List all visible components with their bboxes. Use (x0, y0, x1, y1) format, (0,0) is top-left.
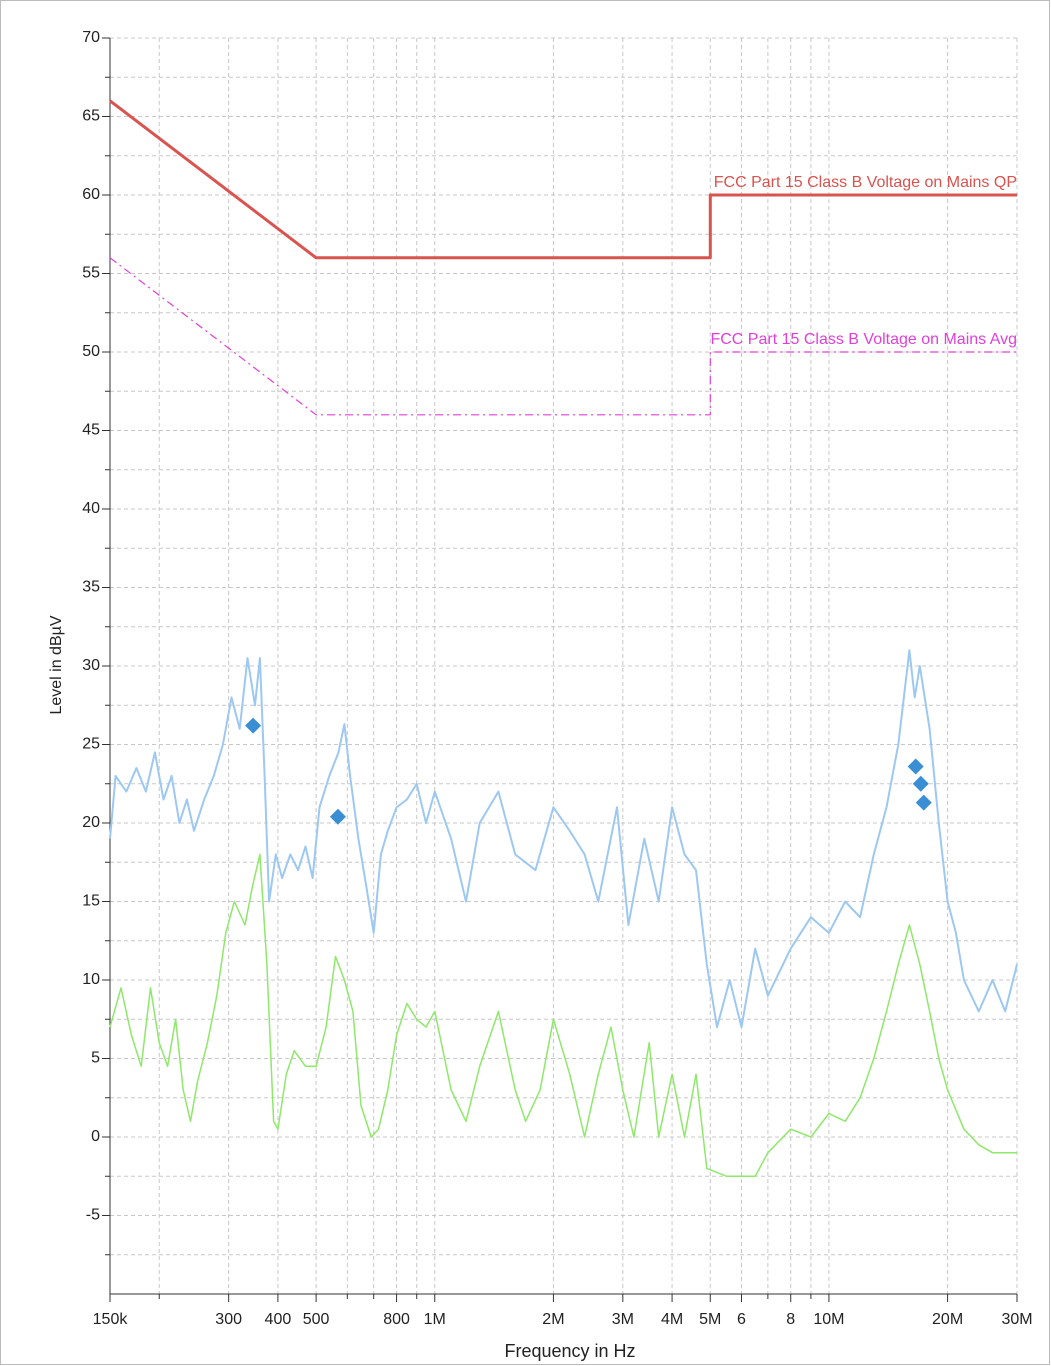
y-tick-label: 70 (82, 29, 100, 46)
x-tick-label: 150k (93, 1311, 129, 1328)
x-tick-label: 3M (612, 1311, 634, 1328)
y-tick-label: 15 (82, 893, 100, 910)
y-tick-label: -5 (86, 1207, 100, 1224)
y-tick-label: 20 (82, 814, 100, 831)
y-tick-label: 60 (82, 186, 100, 203)
peak-marker (915, 794, 932, 811)
x-axis-label: Frequency in Hz (504, 1341, 635, 1361)
x-tick-label: 1M (424, 1311, 446, 1328)
x-tick-label: 2M (542, 1311, 564, 1328)
x-tick-label: 5M (699, 1311, 721, 1328)
y-tick-label: 65 (82, 108, 100, 125)
series-label: FCC Part 15 Class B Voltage on Mains QP (714, 174, 1017, 191)
series-line (109, 853, 1017, 1178)
y-tick-label: 25 (82, 736, 100, 753)
y-tick-label: 30 (82, 657, 100, 674)
series-line (109, 99, 1017, 260)
x-tick-label: 300 (215, 1311, 242, 1328)
y-tick-label: 55 (82, 265, 100, 282)
x-tick-label: 30M (1001, 1311, 1032, 1328)
series-label: FCC Part 15 Class B Voltage on Mains Avg (710, 331, 1017, 348)
y-tick-label: 35 (82, 579, 100, 596)
y-tick-label: 40 (82, 500, 100, 517)
series-line (109, 257, 1017, 416)
peak-marker (912, 775, 929, 792)
x-tick-label: 500 (303, 1311, 330, 1328)
x-tick-label: 400 (265, 1311, 292, 1328)
y-tick-label: 10 (82, 971, 100, 988)
x-tick-label: 800 (383, 1311, 410, 1328)
x-tick-label: 6 (737, 1311, 746, 1328)
peak-marker (907, 758, 924, 775)
y-axis-label: Level in dBµV (48, 615, 65, 714)
peak-marker (329, 808, 346, 825)
y-tick-label: 5 (91, 1050, 100, 1067)
peak-marker (245, 717, 262, 734)
series-line (109, 649, 1018, 1029)
y-tick-label: 45 (82, 422, 100, 439)
x-tick-label: 4M (661, 1311, 683, 1328)
x-tick-label: 8 (786, 1311, 795, 1328)
x-tick-label: 20M (932, 1311, 963, 1328)
x-tick-label: 10M (813, 1311, 844, 1328)
y-tick-label: 50 (82, 343, 100, 360)
y-tick-label: 0 (91, 1128, 100, 1145)
